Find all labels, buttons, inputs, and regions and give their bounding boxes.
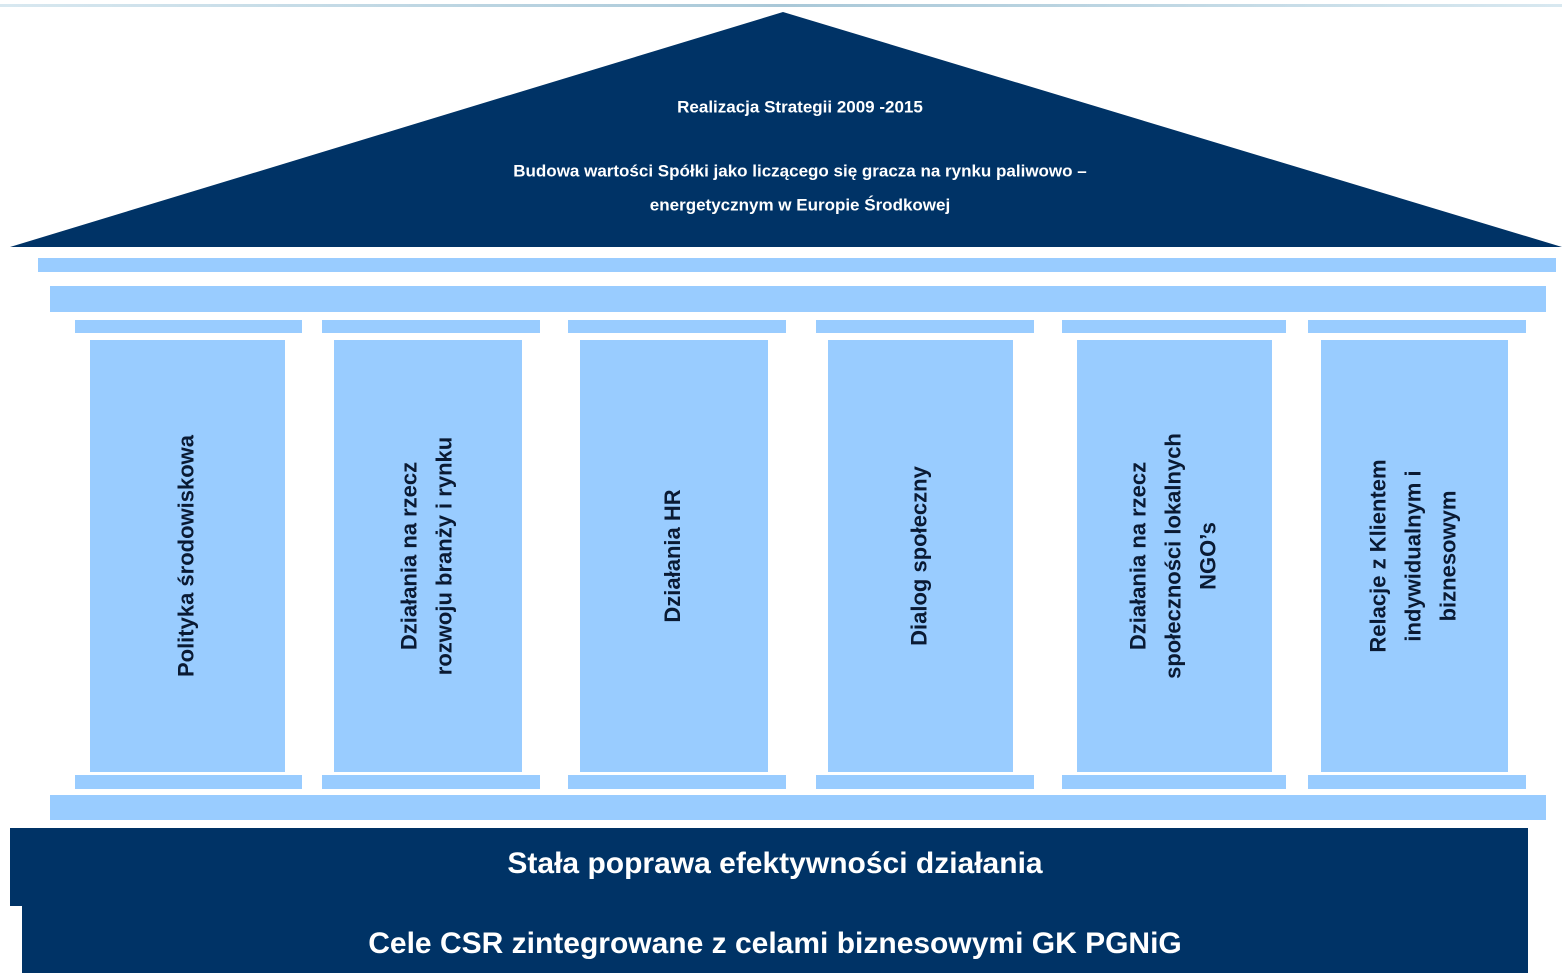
stylobate [50, 795, 1546, 820]
column-label: Dialog społeczny [906, 465, 931, 645]
column-label: indywidualnym i [1400, 470, 1425, 641]
base-lower-text: Cele CSR zintegrowane z celami biznesowy… [368, 927, 1182, 960]
column-foot [816, 775, 1034, 789]
column-cap [1062, 320, 1286, 333]
base-upper [10, 828, 1528, 906]
column-foot [75, 775, 302, 789]
column-label: NGO’s [1195, 522, 1220, 590]
column-cap [322, 320, 540, 333]
roof-line: Budowa wartości Spółki jako liczącego si… [513, 161, 1086, 180]
column-foot [1062, 775, 1286, 789]
column [828, 340, 1013, 772]
column-foot [568, 775, 786, 789]
column-label: biznesowym [1435, 491, 1460, 622]
column-cap [816, 320, 1034, 333]
column [580, 340, 768, 772]
column-cap [568, 320, 786, 333]
column [334, 340, 522, 772]
roof-title: Realizacja Strategii 2009 -2015 [677, 97, 923, 116]
base-lower [22, 905, 1528, 973]
column-label: Relacje z Klientem [1365, 459, 1390, 652]
roof [10, 12, 1562, 247]
top-line [0, 4, 1562, 7]
column-label: Działania na rzecz [1125, 462, 1150, 650]
column-label: Działania na rzecz [396, 462, 421, 650]
column [90, 340, 285, 772]
column-foot [322, 775, 540, 789]
column-label: rozwoju branży i rynku [431, 437, 456, 675]
column-foot [1308, 775, 1526, 789]
base-upper-text: Stała poprawa efektywności działania [507, 847, 1042, 880]
column-cap [75, 320, 302, 333]
column-label: Polityka środowiskowa [173, 434, 198, 677]
columns: Polityka środowiskowa Działania na rzecz r… [75, 320, 1526, 789]
roof-line: energetycznym w Europie Środkowej [650, 195, 950, 214]
column-label: społeczności lokalnych [1160, 433, 1185, 679]
entablature [50, 286, 1546, 312]
column-cap [1308, 320, 1526, 333]
entablature [38, 258, 1556, 272]
column-label: Działania HR [660, 489, 685, 622]
column [1077, 340, 1272, 772]
column [1321, 340, 1508, 772]
